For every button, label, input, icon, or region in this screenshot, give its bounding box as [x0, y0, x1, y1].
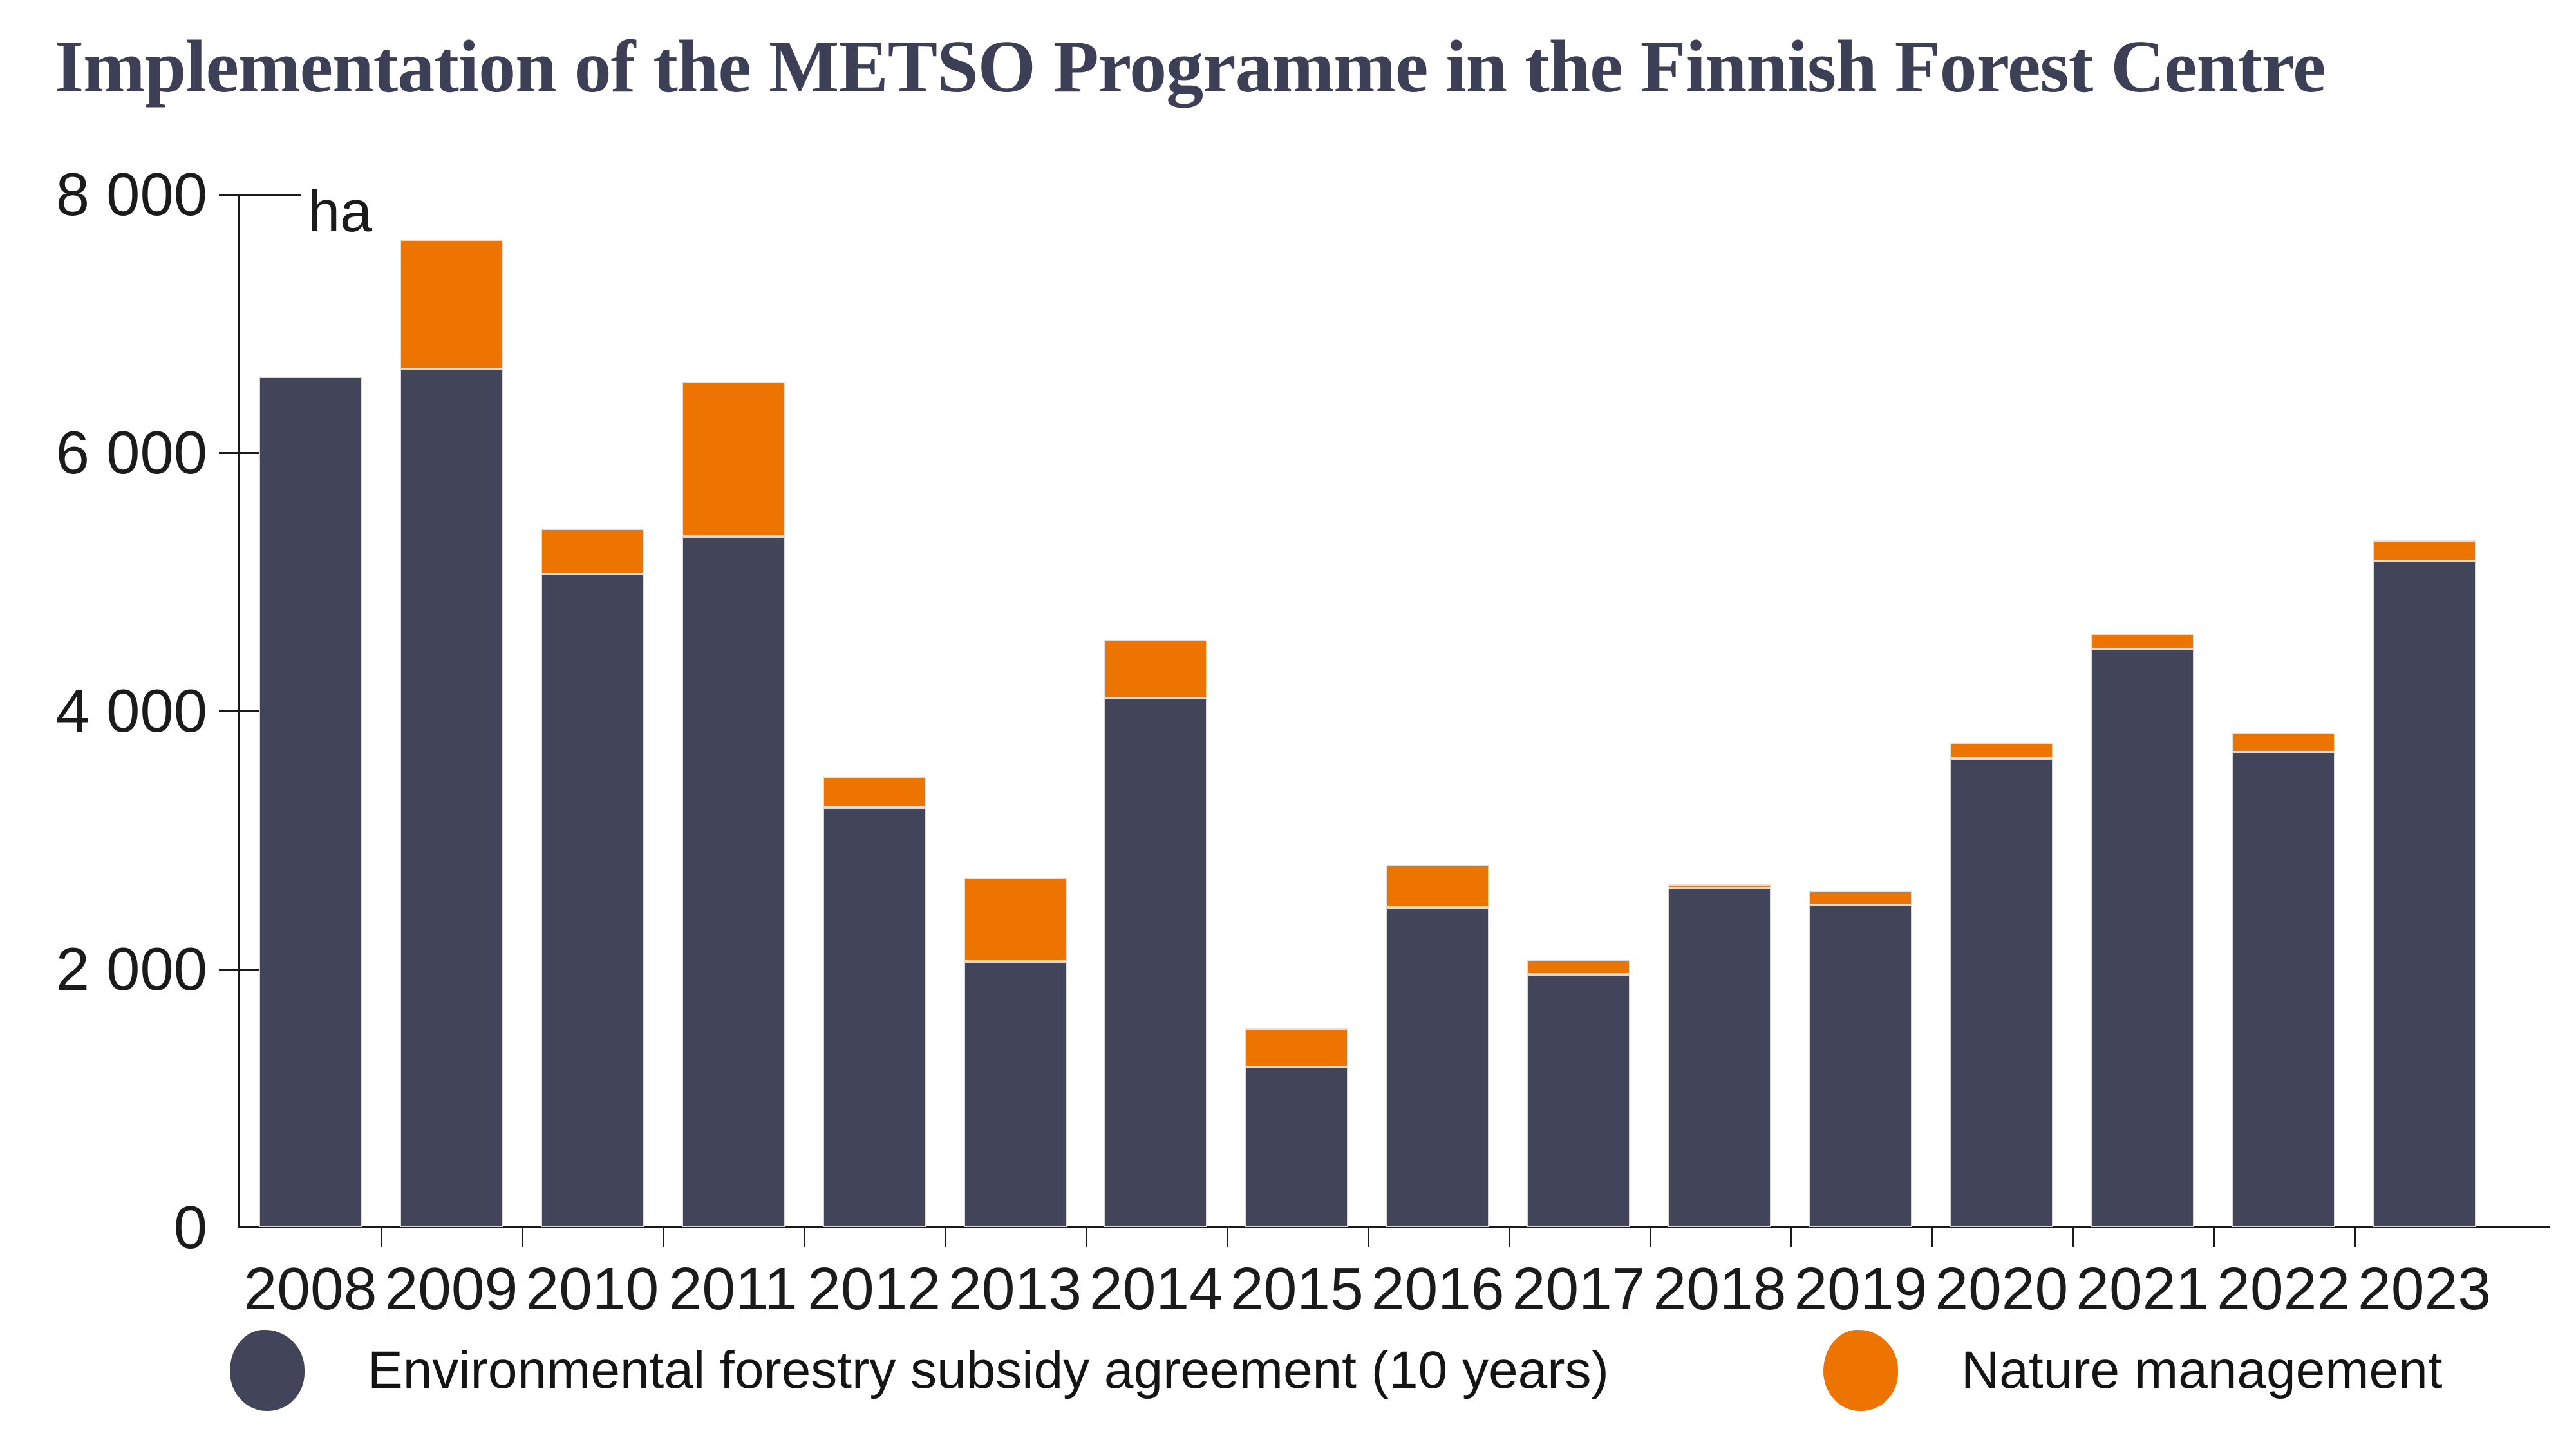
y-tick-line: [219, 710, 259, 712]
bar-2015: [1245, 1028, 1349, 1227]
x-axis-minor-tick: [663, 1227, 665, 1247]
subsidy-agreement-segment-2019: [1809, 904, 1912, 1227]
y-tick-line: [219, 452, 259, 454]
bar-2009: [399, 240, 503, 1227]
bar-2014: [1104, 639, 1208, 1227]
x-tick-label-2021: 2021: [2076, 1255, 2210, 1322]
bar-2010: [540, 529, 644, 1227]
bar-2008: [259, 376, 362, 1227]
subsidy-agreement-segment-2013: [963, 961, 1067, 1227]
x-tick-label-2020: 2020: [1935, 1255, 2069, 1322]
bar-2017: [1527, 960, 1631, 1227]
subsidy-agreement-segment-2011: [681, 536, 785, 1227]
x-tick-label-2010: 2010: [525, 1255, 659, 1322]
nature-management-segment-2009: [399, 240, 503, 369]
legend-item-nature: Nature management: [1823, 1325, 2443, 1416]
y-tick-label: 0: [173, 1193, 207, 1261]
subsidy-agreement-segment-2018: [1668, 887, 1771, 1227]
y-axis-unit-label: ha: [308, 180, 373, 244]
nature-management-segment-2019: [1809, 890, 1912, 905]
x-axis-minor-tick: [1085, 1227, 1087, 1247]
x-axis-minor-tick: [945, 1227, 947, 1247]
y-tick-line: [219, 969, 259, 971]
x-axis-minor-tick: [1790, 1227, 1792, 1247]
subsidy-agreement-segment-2017: [1527, 974, 1631, 1227]
x-tick-label-2009: 2009: [384, 1255, 518, 1322]
bar-2020: [1950, 743, 2053, 1227]
x-tick-label-2017: 2017: [1512, 1255, 1646, 1322]
legend-label-nature: Nature management: [1961, 1341, 2443, 1399]
x-tick-label-2012: 2012: [807, 1255, 941, 1322]
x-tick-label-2022: 2022: [2217, 1255, 2351, 1322]
y-tick-label: 8 000: [55, 160, 207, 228]
nature-management-segment-2010: [540, 529, 644, 574]
x-tick-label-2016: 2016: [1371, 1255, 1505, 1322]
x-axis-minor-tick: [2354, 1227, 2356, 1247]
subsidy-agreement-segment-2014: [1104, 697, 1208, 1227]
nature-management-segment-2011: [681, 381, 785, 537]
subsidy-agreement-segment-2015: [1245, 1067, 1349, 1227]
x-tick-label-2014: 2014: [1089, 1255, 1223, 1322]
nature-management-segment-2023: [2373, 540, 2476, 562]
x-tick-label-2011: 2011: [668, 1255, 798, 1322]
nature-management-segment-2012: [822, 777, 926, 808]
nature-management-segment-2017: [1527, 960, 1631, 974]
unit-label-connector-line: [259, 194, 301, 196]
subsidy-legend-marker-icon: [230, 1330, 305, 1411]
bar-2011: [681, 381, 785, 1227]
bar-2022: [2232, 733, 2335, 1227]
x-axis-minor-tick: [2213, 1227, 2215, 1247]
y-tick-label: 4 000: [55, 677, 207, 744]
bar-2019: [1809, 890, 1912, 1227]
chart-legend: Environmental forestry subsidy agreement…: [230, 1325, 2522, 1416]
subsidy-agreement-segment-2010: [540, 574, 644, 1227]
x-tick-label-2013: 2013: [948, 1255, 1082, 1322]
x-axis-minor-tick: [381, 1227, 383, 1247]
bar-2018: [1668, 884, 1771, 1227]
nature-management-segment-2021: [2091, 633, 2194, 649]
subsidy-agreement-segment-2022: [2232, 752, 2335, 1227]
x-axis-minor-tick: [1649, 1227, 1651, 1247]
x-axis-minor-tick: [1931, 1227, 1933, 1247]
nature-management-segment-2020: [1950, 743, 2053, 759]
x-axis-minor-tick: [2072, 1227, 2074, 1247]
nature-management-segment-2013: [963, 877, 1067, 961]
legend-label-subsidy: Environmental forestry subsidy agreement…: [368, 1341, 1609, 1399]
x-tick-label-2023: 2023: [2358, 1255, 2491, 1322]
nature-management-segment-2014: [1104, 639, 1208, 698]
bar-2023: [2373, 540, 2476, 1227]
subsidy-agreement-segment-2016: [1386, 907, 1490, 1227]
y-tick-line: [219, 194, 259, 196]
chart-title: Implementation of the METSO Programme in…: [55, 26, 2326, 108]
legend-item-subsidy: Environmental forestry subsidy agreement…: [230, 1325, 1609, 1416]
bar-2012: [822, 777, 926, 1227]
bar-2021: [2091, 633, 2194, 1227]
subsidy-agreement-segment-2009: [399, 368, 503, 1227]
subsidy-agreement-segment-2008: [259, 376, 362, 1227]
bar-2016: [1386, 864, 1490, 1227]
x-axis-minor-tick: [1226, 1227, 1228, 1247]
x-tick-label-2015: 2015: [1230, 1255, 1364, 1322]
subsidy-agreement-segment-2023: [2373, 561, 2476, 1227]
x-axis-minor-tick: [804, 1227, 806, 1247]
x-axis-minor-tick: [1367, 1227, 1369, 1247]
subsidy-agreement-segment-2020: [1950, 759, 2053, 1227]
nature-management-segment-2022: [2232, 733, 2335, 753]
nature-management-segment-2015: [1245, 1028, 1349, 1068]
bar-2013: [963, 877, 1067, 1227]
y-tick-label: 2 000: [55, 935, 207, 1003]
x-tick-label-2019: 2019: [1794, 1255, 1928, 1322]
nature-management-segment-2018: [1668, 884, 1771, 888]
nature-management-segment-2016: [1386, 864, 1490, 907]
subsidy-agreement-segment-2021: [2091, 649, 2194, 1227]
nature-legend-marker-icon: [1823, 1330, 1898, 1411]
x-tick-label-2008: 2008: [243, 1255, 377, 1322]
y-tick-label: 6 000: [55, 419, 207, 486]
subsidy-agreement-segment-2012: [822, 808, 926, 1227]
x-tick-label-2018: 2018: [1653, 1255, 1787, 1322]
x-axis-minor-tick: [522, 1227, 524, 1247]
x-axis-minor-tick: [1508, 1227, 1510, 1247]
